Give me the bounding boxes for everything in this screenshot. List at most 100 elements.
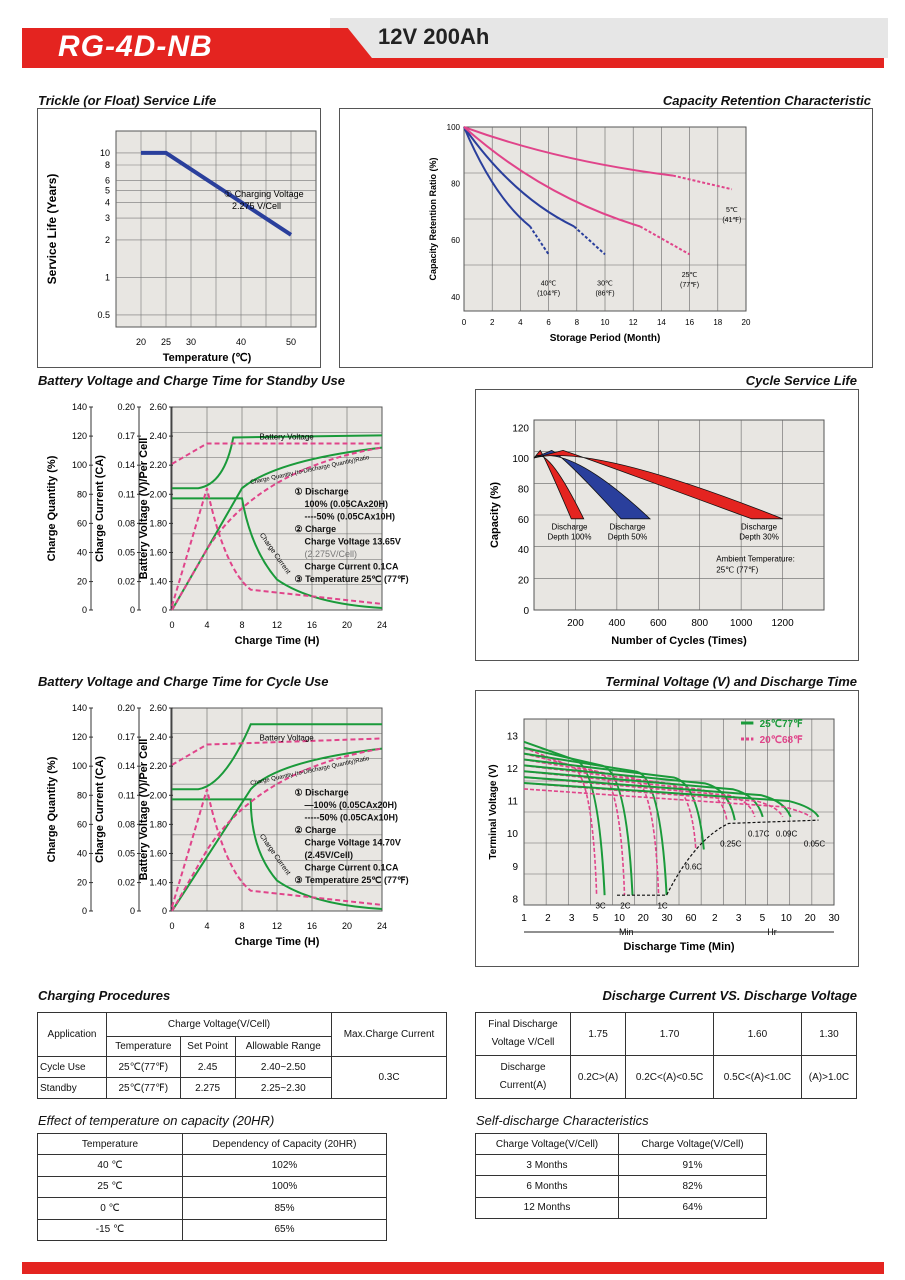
discharge-curve-25c [523, 740, 606, 896]
y-tick-label: 0 [130, 906, 135, 916]
x-axis-label: Storage Period (Month) [550, 333, 661, 344]
header-band [330, 18, 888, 58]
legend-text: ③ Temperature 25℃ (77℉) [295, 574, 409, 584]
y-tick-label: 8 [105, 160, 110, 170]
y-tick-label: 140 [72, 703, 87, 713]
current-dashed [171, 487, 383, 607]
discharge-curve-20c [523, 788, 812, 818]
x-tick-label: 8 [239, 921, 244, 931]
x-tick-label: 400 [609, 618, 626, 629]
cell-max-current: 0.3C [331, 1056, 447, 1099]
y-tick-label: 2.40 [149, 732, 167, 742]
capacity-retention-chart: 0 2 4 6 8 10 12 14 16 18 20 100 80 60 40 Storage Period… [339, 108, 873, 368]
charge-quantity-line [171, 747, 383, 912]
curve-label-voltage: Battery Voltage [260, 432, 315, 441]
y-tick-label: 13 [507, 731, 519, 742]
section-title-self-discharge: Self-discharge Characteristics [476, 1113, 649, 1128]
y-axis-label: Charge Quantity (%) [46, 455, 58, 561]
y-tick-label: 80 [77, 489, 87, 499]
x-tick-label: 2 [490, 318, 495, 327]
cycle-use-charge-chart: Charge Time (H) 0 4 8 12 16 20 24 140 120 100 80 60 4… [46, 703, 409, 948]
cell-period: 6 Months [475, 1175, 619, 1198]
y-tick-label: 0.17 [117, 732, 135, 742]
y-tick-label: 100 [72, 460, 87, 470]
x-tick-label: 50 [286, 337, 296, 347]
y-tick-label: 0.5 [97, 310, 110, 320]
x-tick-label: 10 [781, 913, 793, 924]
y-tick-label: 9 [512, 862, 518, 873]
quantity-dashed [171, 446, 383, 611]
rate-label: 1C [657, 901, 667, 910]
legend-text: (2.275V/Cell) [305, 549, 358, 559]
trickle-service-life-chart: 10 8 65 4 3 2 1 0.5 20 25 30 40 50 Temperature (℃) Ser… [37, 108, 321, 368]
y-tick-label: 140 [72, 402, 87, 412]
x-tick-label: 8 [239, 620, 244, 630]
legend-text: Charge Current 0.1CA [305, 862, 400, 872]
curve-label: 5℃ [726, 207, 738, 214]
cell-value: 91% [618, 1153, 767, 1177]
y-tick-label: 10 [100, 148, 110, 158]
discharge-voltage-table: Final Discharge Voltage V/Cell 1.75 1.70 … [475, 1012, 858, 1099]
temperature-capacity-table: Temperature Dependency of Capacity (20HR… [37, 1133, 387, 1241]
table-row: Final Discharge Voltage V/Cell 1.75 1.70 … [475, 1012, 858, 1056]
cell-voltage: 1.60 [712, 1012, 802, 1056]
voltage-dashed [171, 737, 383, 766]
retention-line-dashed [529, 225, 550, 255]
x-tick-label: 20 [342, 921, 352, 931]
y-tick-label: 8 [512, 894, 518, 905]
y-tick-label: 1 [105, 272, 110, 282]
y-tick-label: 0 [130, 605, 135, 615]
x-tick-label: 20 [638, 913, 650, 924]
cycle-life-band [533, 449, 585, 520]
y-tick-label: 0.08 [117, 518, 135, 528]
charge-current-line [172, 798, 383, 910]
rate-label: 0.25C [720, 839, 742, 848]
y-tick-label: 0.02 [117, 577, 135, 587]
legend-25c: 25℃77℉ [760, 719, 803, 730]
x-tick-label: 600 [650, 618, 667, 629]
ambient-label: Ambient Temperature: [716, 554, 795, 563]
y-tick-label: 3 [105, 213, 110, 223]
band-label: Depth 50% [608, 532, 648, 541]
y-tick-label: 1.40 [149, 577, 167, 587]
cell-app: Standby [37, 1077, 107, 1099]
y-tick-label: 40 [77, 848, 87, 858]
cell-temp: 25 ℃ [37, 1175, 183, 1198]
table-row: Discharge Current(A) 0.2C>(A) 0.2C<(A)<0.… [475, 1055, 858, 1099]
discharge-curve-25c [523, 781, 820, 818]
cell-voltage: 1.70 [625, 1012, 714, 1056]
cell-value: 102% [182, 1154, 387, 1177]
legend-text: 100% (0.05CAx20H) [305, 499, 389, 509]
y-tick-label: 2 [105, 235, 110, 245]
x-tick-label: 16 [685, 318, 694, 327]
rate-label: 2C [620, 901, 630, 910]
x-tick-label: 4 [518, 318, 523, 327]
section-title-cycle-life: Cycle Service Life [745, 373, 857, 388]
table-row: 6 Months 82% [475, 1175, 767, 1198]
legend-text: Charge Voltage 13.65V [305, 536, 401, 546]
x-axis-label: Charge Time (H) [235, 936, 320, 948]
x-axis-label: Number of Cycles (Times) [611, 635, 747, 647]
annotation-1: ① Charging Voltage [224, 189, 304, 199]
y-tick-label: 60 [518, 515, 530, 526]
legend-text: ----50% (0.05CAx10H) [305, 511, 396, 521]
y-tick-label: 0.11 [118, 489, 135, 499]
y-tick-label: 0.05 [117, 547, 135, 557]
y-tick-label: 6 [105, 176, 110, 186]
y-tick-label: 20 [77, 577, 87, 587]
y-tick-label: 80 [518, 484, 530, 495]
y-tick-label: 100 [512, 454, 529, 465]
cycle-service-life-chart: 200 400 600 800 1000 1200120100806040200Numbe… [475, 389, 859, 661]
th-application: Application [37, 1012, 107, 1057]
cell-range: 2.40~2.50 [234, 1056, 333, 1078]
x-tick-label: 24 [377, 620, 387, 630]
x-tick-label: 1 [521, 913, 527, 924]
legend-text: ① Discharge [295, 787, 349, 797]
rate-label: 0.17C [748, 830, 770, 839]
retention-line-dashed [573, 225, 606, 256]
x-tick-label: 18 [713, 318, 722, 327]
x-tick-label: 20 [136, 337, 146, 347]
y-tick-label: 0.05 [117, 848, 135, 858]
x-axis-label: Temperature (℃) [163, 352, 252, 364]
